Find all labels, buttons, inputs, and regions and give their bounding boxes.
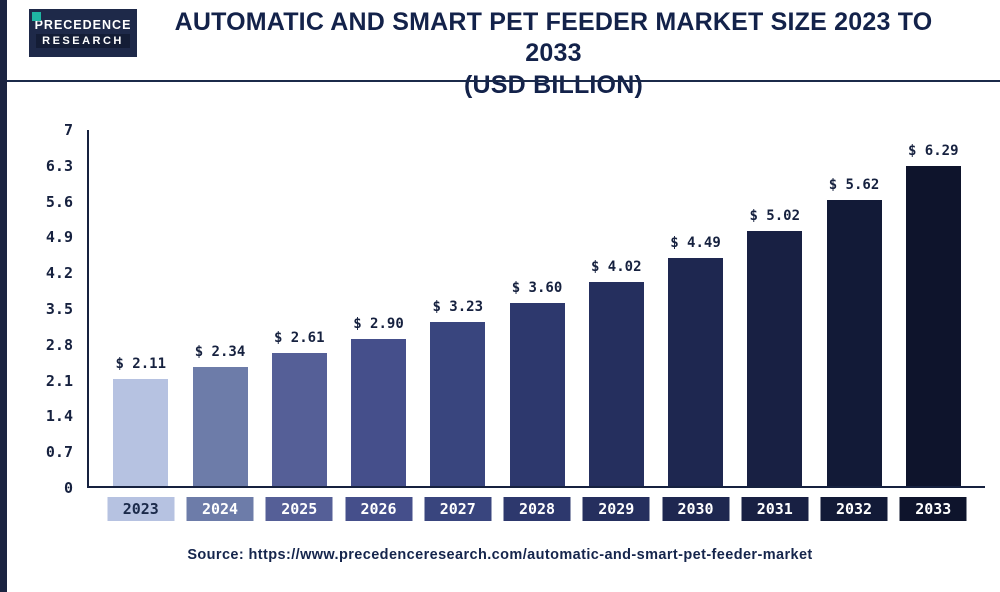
bar-value-label-2028: $ 3.60 [511,279,563,296]
y-axis-tick-label: 4.9 [45,228,73,247]
y-axis-tick-label: 6.3 [45,156,73,175]
x-axis-label-2024: 2024 [186,497,254,521]
bar-chart: 0 0.7 1.4 2.1 2.8 3.5 4.2 4.9 5.6 6.3 7 $ 2.11 2023… [7,121,985,521]
page-title: AUTOMATIC AND SMART PET FEEDER MARKET SI… [147,7,960,101]
bar-group-2025: $ 2.61 2025 [265,130,333,521]
bar-group-2028: $ 3.60 2028 [503,130,571,521]
bar-group-2024: $ 2.34 2024 [186,130,254,521]
bar-group-2027: $ 3.23 2027 [424,130,492,521]
bar-group-2026: $ 2.90 2026 [345,130,412,521]
y-axis-tick-label: 2.1 [45,371,73,390]
x-axis-label-2025: 2025 [265,497,333,521]
bar-value-label-2029: $ 4.02 [590,258,642,275]
plot-area: $ 2.11 2023 $ 2.34 2024 $ 2.61 2025 $ 2.90 2026… [87,130,985,521]
x-axis-label-2030: 2030 [662,497,729,521]
header-divider [7,80,1000,82]
x-axis-label-2027: 2027 [424,497,492,521]
bar-2024 [192,367,248,486]
bar-value-label-2031: $ 5.02 [749,207,801,224]
bar-group-2032: $ 5.62 2032 [820,130,888,521]
left-edge-accent-bar [0,0,7,592]
y-axis-tick-label: 0.7 [45,443,73,462]
bar-2025 [271,353,327,486]
bar-2027 [430,321,486,486]
page-title-line2: (USD BILLION) [464,70,643,99]
bar-group-2030: $ 4.49 2030 [662,130,729,521]
x-axis-label-2028: 2028 [503,497,571,521]
bar-value-label-2033: $ 6.29 [907,143,959,160]
bar-2029 [588,281,644,486]
y-axis-tick-label: 5.6 [45,192,73,211]
y-axis-tick-label: 0 [63,479,73,497]
x-axis-label-2023: 2023 [107,497,175,521]
x-axis-label-2032: 2032 [820,497,888,521]
bar-2028 [509,302,565,486]
x-axis-label-2031: 2031 [741,497,809,521]
bar-group-2023: $ 2.11 2023 [107,130,175,521]
bar-group-2031: $ 5.02 2031 [741,130,809,521]
y-axis-tick-label: 3.5 [45,300,73,318]
bar-value-label-2023: $ 2.11 [115,355,167,372]
y-axis: 0 0.7 1.4 2.1 2.8 3.5 4.2 4.9 5.6 6.3 7 [7,121,87,497]
bar-group-2029: $ 4.02 2029 [582,130,650,521]
x-axis-label-2033: 2033 [899,497,967,521]
bar-value-label-2024: $ 2.34 [194,344,246,360]
y-axis-tick-label: 4.2 [45,264,73,283]
bar-2023 [113,378,169,486]
bar-2032 [826,200,882,486]
bar-value-label-2025: $ 2.61 [273,330,325,347]
x-axis-label-2026: 2026 [345,497,412,521]
bar-value-label-2032: $ 5.62 [828,177,880,194]
logo-line2: RESEARCH [36,34,130,48]
bar-value-label-2027: $ 3.23 [432,298,484,315]
y-axis-tick-label: 2.8 [45,335,73,354]
precedence-research-logo: PRECEDENCE RESEARCH [29,9,137,57]
page-title-line1: AUTOMATIC AND SMART PET FEEDER MARKET SI… [174,8,933,68]
bar-value-label-2030: $ 4.49 [670,234,721,251]
y-axis-tick-label: 7 [63,121,73,139]
bar-2031 [747,230,803,486]
logo-line1: PRECEDENCE [34,18,132,32]
bar-group-2033: $ 6.29 2033 [899,130,967,521]
bar-2030 [668,257,723,486]
header: PRECEDENCE RESEARCH AUTOMATIC AND SMART … [7,0,1000,99]
bar-value-label-2026: $ 2.90 [353,315,404,332]
x-axis-label-2029: 2029 [582,497,650,521]
bar-2033 [905,166,961,486]
source-citation: Source: https://www.precedenceresearch.c… [187,547,813,563]
bar-2026 [351,338,406,486]
y-axis-tick-label: 1.4 [45,407,73,426]
logo-teal-accent-icon [32,12,41,21]
